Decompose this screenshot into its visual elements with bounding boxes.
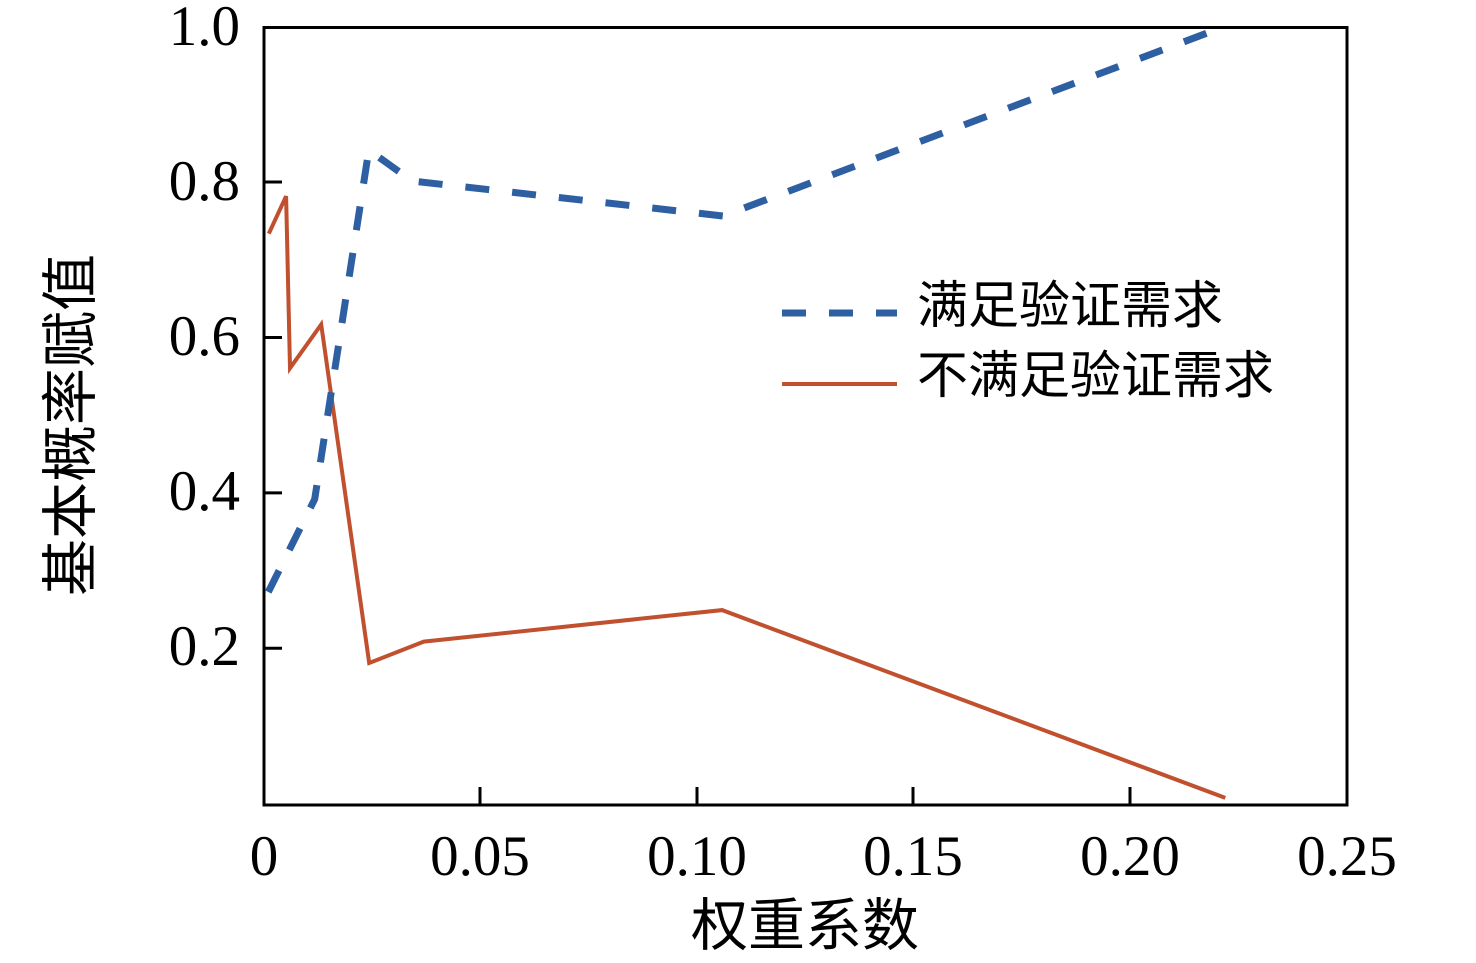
svg-text:0.4: 0.4 (169, 460, 240, 523)
svg-text:满足验证需求: 满足验证需求 (917, 277, 1223, 334)
svg-text:0.8: 0.8 (169, 150, 240, 213)
svg-text:0.25: 0.25 (1297, 825, 1397, 888)
svg-text:基本概率赋值: 基本概率赋值 (39, 254, 103, 596)
svg-text:0.2: 0.2 (169, 615, 240, 678)
svg-text:权重系数: 权重系数 (691, 894, 919, 958)
svg-text:0.05: 0.05 (430, 825, 530, 888)
svg-text:1.0: 1.0 (169, 0, 240, 58)
svg-text:0: 0 (250, 825, 279, 888)
svg-text:不满足验证需求: 不满足验证需求 (917, 347, 1274, 404)
svg-text:0.20: 0.20 (1080, 825, 1180, 888)
svg-text:0.15: 0.15 (863, 825, 963, 888)
svg-text:0.10: 0.10 (647, 825, 747, 888)
svg-text:0.6: 0.6 (169, 305, 240, 368)
